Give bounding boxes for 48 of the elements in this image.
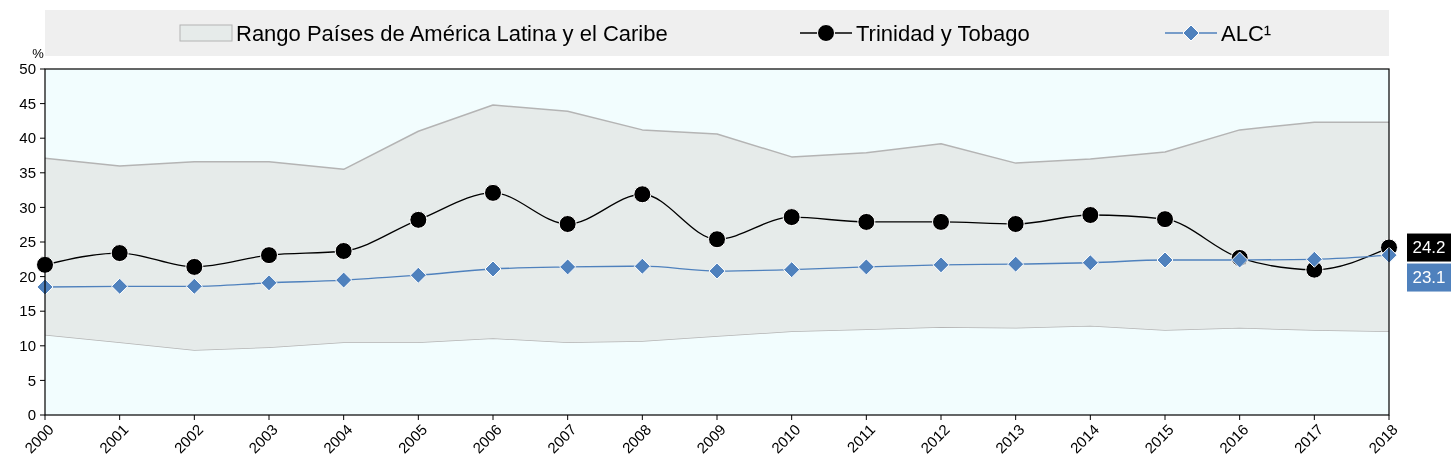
y-axis-title: % — [32, 46, 45, 61]
y-tick-label: 10 — [19, 337, 36, 355]
point — [857, 212, 876, 231]
point — [185, 257, 204, 276]
point — [1156, 251, 1174, 269]
point — [932, 212, 950, 231]
legend-label: Trinidad y Tobago — [856, 21, 1030, 46]
point — [633, 257, 651, 275]
point — [409, 266, 427, 284]
point — [708, 230, 726, 249]
point — [559, 258, 577, 276]
y-tick-label: 45 — [19, 94, 36, 112]
point — [708, 262, 726, 280]
y-tick-label: 50 — [19, 60, 36, 78]
point — [1305, 250, 1323, 268]
legend-label: Rango Países de América Latina y el Caribe — [236, 21, 668, 46]
y-tick-label: 20 — [19, 267, 36, 285]
point — [110, 244, 129, 263]
point — [558, 215, 577, 234]
point — [185, 277, 203, 295]
point — [783, 261, 801, 279]
point — [409, 210, 428, 229]
point — [1156, 210, 1174, 229]
y-tick-label: 5 — [27, 371, 36, 389]
point — [782, 208, 801, 227]
y-tick-label: 25 — [19, 233, 36, 251]
data-label: 23.1 — [1412, 268, 1446, 288]
point — [260, 274, 278, 292]
point — [633, 185, 652, 204]
point — [260, 246, 278, 265]
y-tick-label: 0 — [27, 406, 36, 424]
data-label: 24.2 — [1412, 238, 1446, 258]
point — [932, 256, 950, 274]
point — [334, 242, 353, 260]
point — [1007, 255, 1025, 273]
y-tick-label: 35 — [19, 164, 36, 182]
y-tick-label: 40 — [19, 129, 36, 147]
y-tick-label: 15 — [19, 302, 36, 320]
point — [335, 271, 353, 289]
point — [484, 260, 502, 278]
point — [111, 277, 129, 295]
legend-label: ALC¹ — [1221, 21, 1272, 46]
point — [1081, 254, 1099, 272]
y-tick-label: 30 — [19, 198, 36, 216]
point — [1081, 206, 1100, 225]
point — [484, 183, 502, 202]
point — [1006, 215, 1025, 234]
point — [857, 258, 875, 276]
